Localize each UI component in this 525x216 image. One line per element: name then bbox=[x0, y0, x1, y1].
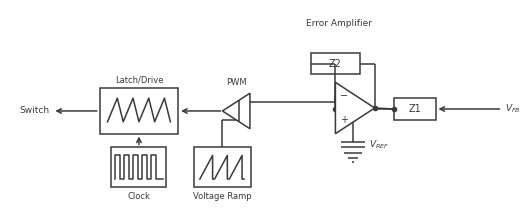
Bar bbox=[394, 98, 436, 120]
Text: Z2: Z2 bbox=[329, 59, 342, 68]
Bar bbox=[311, 53, 360, 75]
Text: $V_{FB}$: $V_{FB}$ bbox=[506, 103, 521, 115]
Text: −: − bbox=[340, 91, 349, 102]
Text: Voltage Ramp: Voltage Ramp bbox=[193, 192, 252, 201]
Text: Z1: Z1 bbox=[408, 104, 422, 114]
Text: Clock: Clock bbox=[128, 192, 150, 201]
Text: Latch/Drive: Latch/Drive bbox=[114, 75, 163, 84]
Text: $V_{REF}$: $V_{REF}$ bbox=[369, 138, 389, 151]
Text: Error Amplifier: Error Amplifier bbox=[306, 19, 372, 28]
Text: Switch: Switch bbox=[19, 106, 49, 116]
Polygon shape bbox=[335, 82, 375, 134]
Bar bbox=[100, 88, 178, 134]
Polygon shape bbox=[223, 93, 250, 129]
Bar bbox=[194, 148, 251, 187]
Bar bbox=[111, 148, 166, 187]
Text: +: + bbox=[340, 114, 348, 125]
Text: PWM: PWM bbox=[226, 78, 247, 87]
